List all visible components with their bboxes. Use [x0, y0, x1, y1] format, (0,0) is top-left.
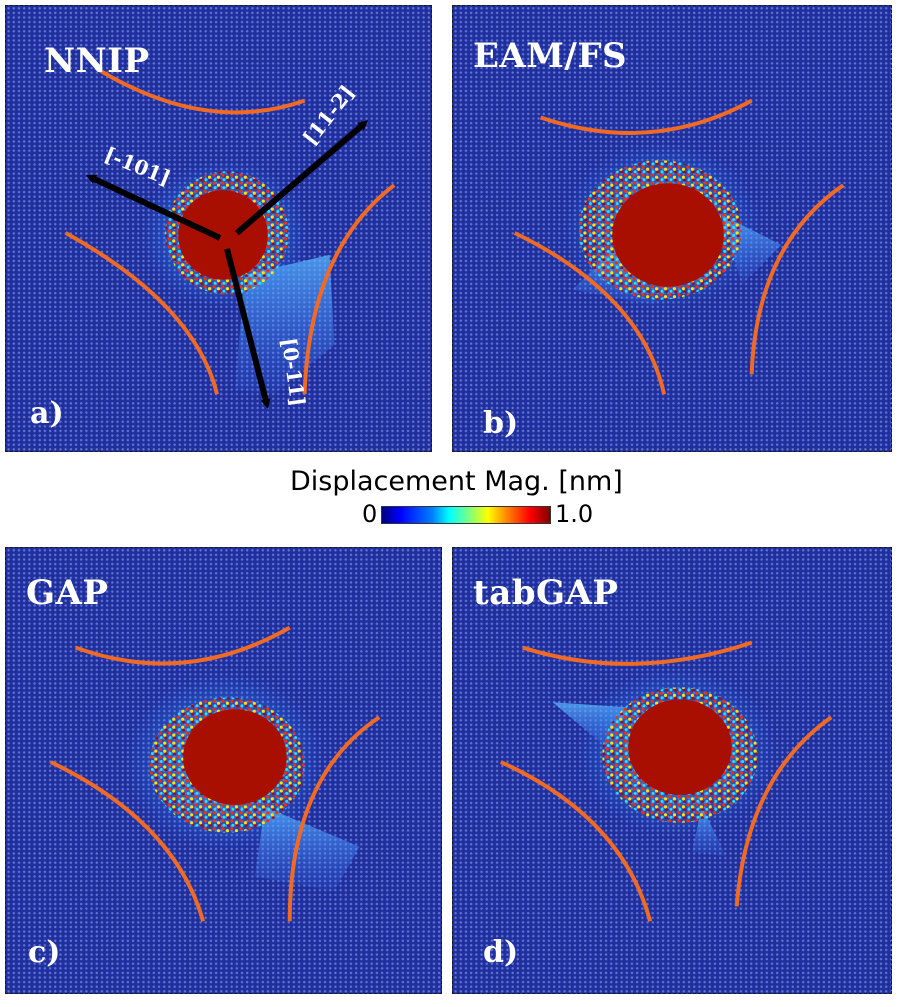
arrow-0minus11	[224, 248, 271, 409]
panel-title: EAM/FS	[473, 36, 628, 76]
colorbar	[381, 506, 551, 524]
guide-line-right	[302, 183, 396, 395]
panel-label: d)	[483, 935, 519, 970]
colorbar-min: 0	[362, 500, 378, 528]
panel-label: a)	[30, 396, 64, 431]
arrow-11minus2	[234, 120, 369, 236]
panel-title: NNIP	[44, 41, 150, 81]
defect-map-gap	[49, 625, 381, 922]
panel-title: GAP	[26, 573, 109, 613]
arrow-minus101	[86, 174, 222, 241]
guide-line-left	[64, 231, 219, 395]
defect-map-tabgap	[499, 640, 833, 922]
defect-map-nnip	[64, 66, 396, 409]
defect-map-eamfs	[513, 98, 845, 395]
panel-title: tabGAP	[473, 573, 619, 613]
colorbar-title: Displacement Mag. [nm]	[290, 466, 623, 497]
panel-eamfs: EAM/FS b)	[452, 5, 892, 452]
colorbar-max: 1.0	[555, 500, 594, 528]
panel-label: c)	[28, 935, 61, 970]
panel-nnip: NNIP a) [-101] [11-2] [0-11]	[5, 5, 432, 452]
guide-line-top	[94, 66, 306, 115]
panel-gap: GAP c)	[5, 547, 442, 994]
panel-label: b)	[483, 406, 519, 441]
panel-tabgap: tabGAP d)	[452, 547, 892, 994]
